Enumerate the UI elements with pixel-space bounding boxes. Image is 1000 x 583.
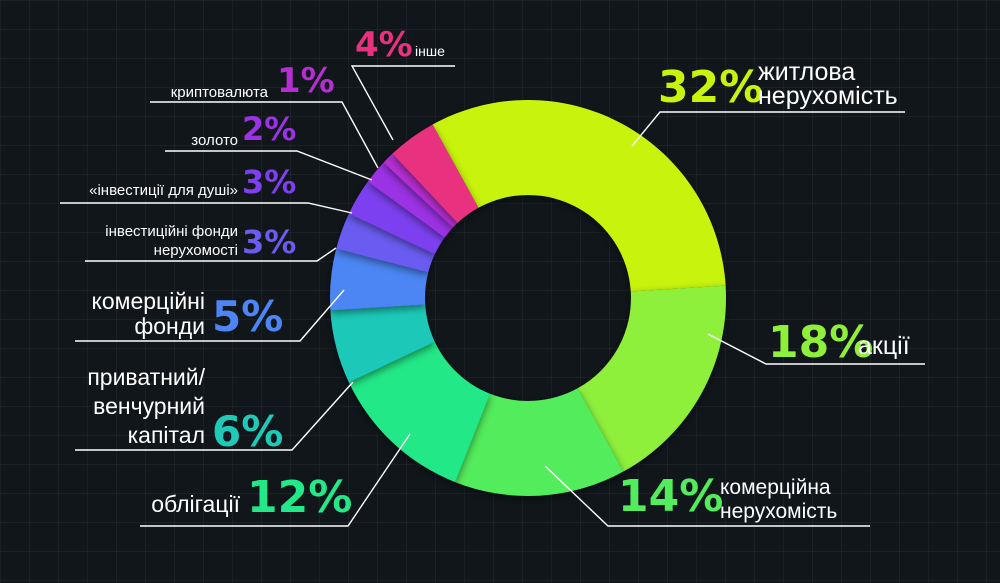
category-label-10-line-0: інше	[415, 43, 445, 59]
leader-line-2	[544, 465, 870, 527]
category-label-4-line-1: венчурний	[93, 393, 205, 419]
slice-7	[348, 181, 445, 255]
labels: 32%житлованерухомість18%акції14%комерцій…	[87, 25, 909, 523]
data-label-pct-7: 3%	[242, 163, 296, 201]
slice-2	[455, 388, 624, 496]
category-label-9-line-0: криптовалюта	[171, 84, 269, 101]
slices	[329, 99, 726, 496]
leader-line-8	[165, 150, 373, 181]
data-label-pct-8: 2%	[242, 110, 296, 148]
category-label-4-line-0: приватний/	[87, 364, 205, 390]
slice-10	[392, 124, 479, 223]
data-label-pct-6: 3%	[242, 223, 296, 261]
data-label-pct-2: 14%	[618, 471, 723, 522]
data-label-pct-4: 6%	[212, 407, 283, 456]
category-label-2-line-1: нерухомість	[720, 500, 837, 523]
slice-4	[330, 304, 435, 383]
leader-line-4	[75, 381, 354, 451]
category-label-8-line-0: золото	[191, 132, 238, 149]
category-label-5-line-1: фонди	[134, 313, 205, 339]
leader-line-1	[707, 333, 925, 365]
leader-line-10	[350, 65, 455, 141]
category-label-2-line-0: комерційна	[720, 476, 831, 499]
slice-8	[367, 162, 453, 238]
data-label-pct-1: 18%	[768, 317, 873, 368]
slice-3	[348, 341, 491, 483]
leader-line-3	[140, 433, 411, 527]
category-label-5-line-0: комерційні	[92, 288, 205, 314]
slice-5	[329, 248, 429, 311]
category-label-6-line-1: нерухомості	[154, 242, 238, 259]
leader-lines	[60, 65, 925, 527]
leader-line-7	[60, 202, 353, 214]
slice-1	[577, 285, 726, 472]
data-label-pct-5: 5%	[212, 292, 283, 341]
slice-9	[383, 153, 458, 228]
leader-line-6	[85, 247, 337, 262]
category-label-0-line-0: житлова	[758, 58, 855, 86]
category-label-6-line-0: інвестиційні фонди	[105, 223, 238, 240]
slice-6	[336, 213, 435, 273]
category-label-0-line-1: нерухомість	[758, 82, 898, 110]
leader-line-0	[631, 111, 905, 147]
leader-line-5	[75, 289, 345, 342]
data-label-pct-10: 4%	[355, 25, 413, 65]
category-label-3-line-0: облігації	[151, 491, 240, 517]
data-label-pct-9: 1%	[277, 61, 335, 101]
category-label-7-line-0: «інвестиції для душі»	[89, 182, 238, 199]
slice-0	[432, 99, 726, 292]
category-label-1-line-0: акції	[858, 332, 910, 360]
data-label-pct-3: 12%	[247, 472, 352, 523]
data-label-pct-0: 32%	[658, 62, 763, 113]
leader-line-9	[150, 101, 379, 169]
category-label-4-line-2: капітал	[128, 422, 205, 448]
